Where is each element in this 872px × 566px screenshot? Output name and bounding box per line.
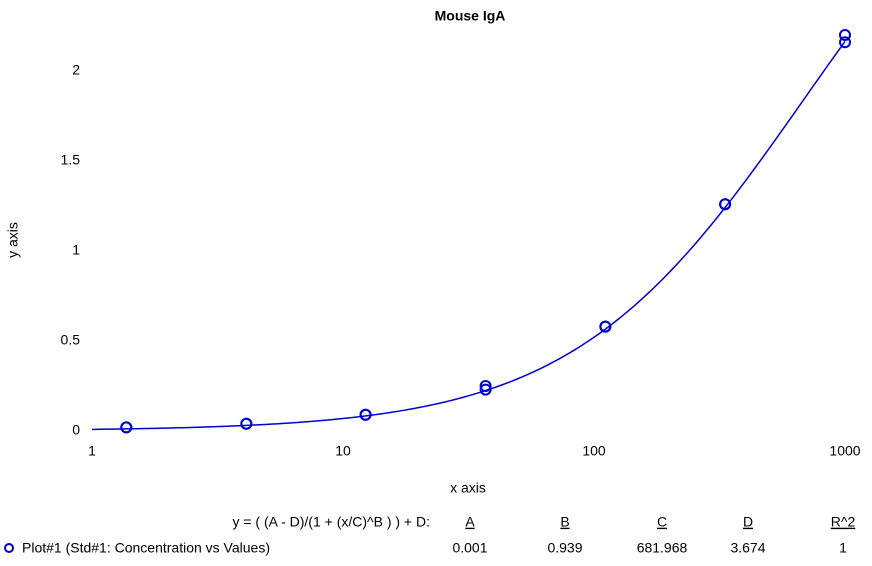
fit-curve <box>91 41 846 431</box>
fit-column-header: B <box>560 514 569 530</box>
y-tick-label: 2 <box>72 62 80 78</box>
data-point <box>359 408 372 421</box>
data-point <box>479 383 492 396</box>
data-point <box>839 36 851 49</box>
fit-column-header: C <box>657 514 667 530</box>
fit-value: 0.939 <box>547 540 582 556</box>
data-point <box>120 421 133 434</box>
fit-equation: y = ( (A - D)/(1 + (x/C)^B ) ) + D: <box>232 514 430 530</box>
fit-column-header: A <box>465 514 475 530</box>
chart-title: Mouse IgA <box>435 8 506 24</box>
y-tick-label: 1 <box>72 242 80 258</box>
x-tick-label: 100 <box>582 443 606 459</box>
fit-value: 3.674 <box>730 540 765 556</box>
y-axis-label: y axis <box>5 222 21 258</box>
legend-label: Plot#1 (Std#1: Concentration vs Values) <box>22 540 270 556</box>
fit-value: 1 <box>839 540 847 556</box>
x-tick-label: 1 <box>88 443 96 459</box>
data-point <box>479 380 492 392</box>
data-point <box>719 198 732 211</box>
fit-column-header: D <box>743 514 753 530</box>
data-point <box>599 320 612 333</box>
y-tick-label: 0.5 <box>61 332 81 348</box>
x-tick-label: 10 <box>335 443 351 459</box>
fit-value: 681.968 <box>637 540 688 556</box>
fit-value: 0.001 <box>452 540 487 556</box>
legend-marker <box>4 543 14 553</box>
x-axis-label: x axis <box>450 480 486 496</box>
x-tick-label: 1000 <box>829 443 860 459</box>
y-tick-label: 1.5 <box>61 152 81 168</box>
y-tick-label: 0 <box>72 422 80 438</box>
fit-column-header: R^2 <box>831 514 856 530</box>
data-point <box>839 29 851 41</box>
data-point <box>240 417 253 430</box>
